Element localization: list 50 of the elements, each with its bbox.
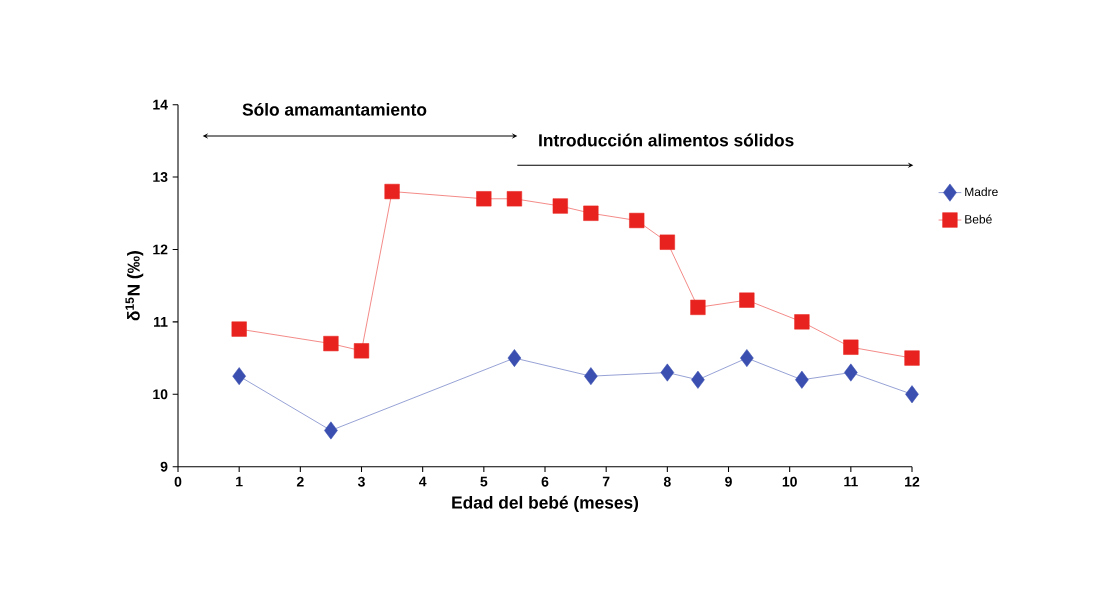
point: [660, 363, 675, 382]
point: [739, 292, 755, 308]
point: [629, 212, 645, 228]
point: [506, 191, 523, 207]
x-tick-label: 4: [418, 476, 427, 487]
legend-label: Bebé: [965, 214, 992, 224]
point: [905, 385, 919, 404]
point: [843, 339, 859, 355]
x-tick-label: 5: [480, 476, 488, 487]
x-tick-label: 10: [782, 476, 797, 487]
point: [384, 183, 400, 199]
x-axis-title: Edad del bebé (meses): [452, 495, 639, 512]
point: [659, 234, 675, 250]
y-tick-label: 12: [153, 244, 168, 255]
x-tick-label: 2: [296, 476, 304, 487]
point: [740, 348, 754, 367]
point: [794, 314, 810, 330]
point: [231, 321, 247, 337]
point: [323, 335, 339, 352]
annotation: Sólo amamantamiento: [242, 102, 427, 116]
annotation: Introducción alimentos sólidos: [539, 133, 794, 147]
point: [583, 205, 599, 221]
point: [690, 299, 706, 315]
point: [795, 370, 809, 389]
point: [844, 363, 858, 382]
point: [353, 343, 370, 359]
point: [904, 350, 920, 366]
legend-label: Madre: [965, 187, 998, 196]
y-tick-label: 11: [154, 316, 168, 327]
x-tick-label: 11: [844, 476, 858, 487]
point: [507, 348, 522, 367]
point: [584, 367, 598, 385]
point: [324, 421, 338, 440]
x-tick-label: 1: [236, 476, 243, 487]
y-tick-label: 13: [153, 171, 168, 182]
y-axis-title: δ$^{15}$N (‰): [125, 250, 144, 321]
point: [552, 198, 568, 214]
x-tick-label: 9: [725, 476, 732, 487]
y-tick-label: 10: [153, 389, 168, 400]
x-tick-label: 6: [541, 476, 549, 487]
y-tick-label: 14: [153, 99, 168, 110]
x-tick-label: 3: [357, 476, 365, 487]
point: [476, 191, 492, 207]
point: [691, 370, 705, 389]
x-tick-label: 8: [663, 476, 671, 487]
y-tick-label: 9: [160, 461, 168, 472]
x-tick-label: 7: [602, 476, 610, 487]
x-tick-label: 0: [174, 476, 182, 487]
x-tick-label: 12: [905, 476, 920, 487]
point: [232, 367, 246, 385]
